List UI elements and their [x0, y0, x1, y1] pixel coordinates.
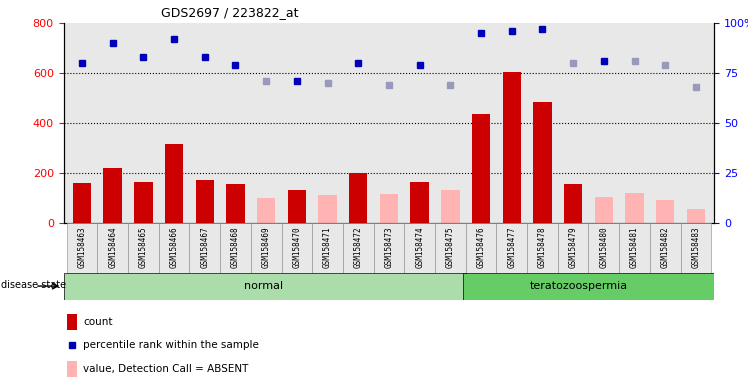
Bar [595, 197, 613, 223]
Bar [73, 183, 91, 223]
Bar [312, 223, 343, 273]
Bar [558, 223, 589, 273]
Text: GSM158470: GSM158470 [292, 227, 301, 268]
Bar [533, 102, 551, 223]
Bar [411, 182, 429, 223]
Text: GSM158482: GSM158482 [660, 227, 669, 268]
Text: GSM158463: GSM158463 [78, 227, 87, 268]
Bar [625, 193, 644, 223]
Bar [405, 223, 435, 273]
Text: GSM158483: GSM158483 [691, 227, 700, 268]
Bar [619, 223, 650, 273]
Text: GSM158469: GSM158469 [262, 227, 271, 268]
Bar [67, 223, 97, 273]
Bar [349, 173, 367, 223]
Bar [281, 223, 312, 273]
Bar [650, 223, 681, 273]
Bar [462, 273, 714, 300]
Bar [503, 72, 521, 223]
Bar [220, 223, 251, 273]
Text: GSM158474: GSM158474 [415, 227, 424, 268]
Text: disease state: disease state [1, 280, 66, 290]
Text: GSM158480: GSM158480 [599, 227, 608, 268]
Bar [589, 223, 619, 273]
Text: GSM158468: GSM158468 [231, 227, 240, 268]
Text: teratozoospermia: teratozoospermia [530, 281, 628, 291]
Bar [472, 114, 490, 223]
Bar [195, 180, 214, 223]
Text: GSM158464: GSM158464 [108, 227, 117, 268]
Bar [497, 223, 527, 273]
Bar [64, 273, 466, 300]
Bar [226, 184, 245, 223]
Bar [681, 223, 711, 273]
Bar [165, 144, 183, 223]
Text: count: count [83, 317, 113, 327]
Bar [67, 314, 76, 330]
Text: GSM158466: GSM158466 [170, 227, 179, 268]
Bar [159, 223, 189, 273]
Text: GDS2697 / 223822_at: GDS2697 / 223822_at [161, 6, 298, 19]
Bar [380, 194, 398, 223]
Text: GSM158479: GSM158479 [568, 227, 577, 268]
Bar [257, 198, 275, 223]
Text: percentile rank within the sample: percentile rank within the sample [83, 340, 259, 350]
Text: GSM158481: GSM158481 [630, 227, 639, 268]
Text: GSM158477: GSM158477 [507, 227, 516, 268]
Bar [527, 223, 558, 273]
Bar [67, 361, 76, 377]
Bar [97, 223, 128, 273]
Bar [128, 223, 159, 273]
Text: GSM158478: GSM158478 [538, 227, 547, 268]
Bar [687, 209, 705, 223]
Bar [435, 223, 466, 273]
Bar [288, 190, 306, 223]
Bar [319, 195, 337, 223]
Bar [656, 200, 675, 223]
Text: normal: normal [244, 281, 283, 291]
Bar [373, 223, 405, 273]
Bar [564, 184, 583, 223]
Bar [343, 223, 373, 273]
Text: value, Detection Call = ABSENT: value, Detection Call = ABSENT [83, 364, 248, 374]
Bar [466, 223, 497, 273]
Bar [251, 223, 281, 273]
Bar [103, 168, 122, 223]
Bar [189, 223, 220, 273]
Text: GSM158475: GSM158475 [446, 227, 455, 268]
Bar [134, 182, 153, 223]
Text: GSM158476: GSM158476 [476, 227, 485, 268]
Text: GSM158467: GSM158467 [200, 227, 209, 268]
Text: GSM158472: GSM158472 [354, 227, 363, 268]
Text: GSM158473: GSM158473 [384, 227, 393, 268]
Text: GSM158471: GSM158471 [323, 227, 332, 268]
Text: GSM158465: GSM158465 [139, 227, 148, 268]
Bar [441, 190, 459, 223]
